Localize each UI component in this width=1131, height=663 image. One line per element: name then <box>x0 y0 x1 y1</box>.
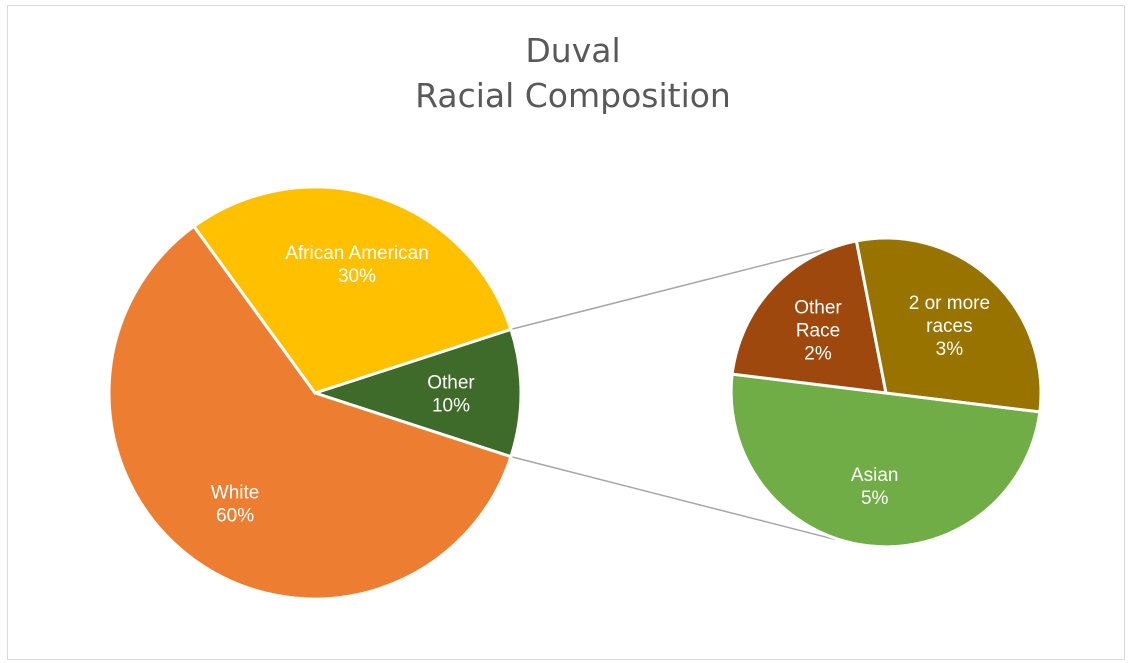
main-label-other: Other 10% <box>427 373 475 417</box>
connector-line-bottom <box>510 455 836 541</box>
main-label-african-american: African American 30% <box>285 243 429 287</box>
secondary-slice-other-race <box>730 239 888 395</box>
connector-lines <box>510 238 865 541</box>
main-slice-african-american <box>191 185 513 395</box>
chart-title-line-1: Duval <box>525 31 620 70</box>
secondary-slice-2-or-more-races <box>854 236 1043 414</box>
secondary-label-2-or-more-races: 2 or more races 3% <box>909 293 990 360</box>
chart-title-line-2: Racial Composition <box>415 76 731 115</box>
secondary-label-other-race: Other Race 2% <box>794 298 842 365</box>
data-labels: Other 10% White 60% African American 30% Asian… <box>211 243 990 526</box>
main-slice-other <box>310 327 523 459</box>
secondary-pie <box>729 236 1043 549</box>
main-label-white: White 60% <box>211 483 260 527</box>
secondary-label-asian: Asian 5% <box>851 465 899 509</box>
main-slice-white <box>107 224 513 601</box>
main-pie <box>107 185 523 601</box>
secondary-slice-asian <box>729 372 1042 549</box>
connector-line-top <box>510 238 865 331</box>
